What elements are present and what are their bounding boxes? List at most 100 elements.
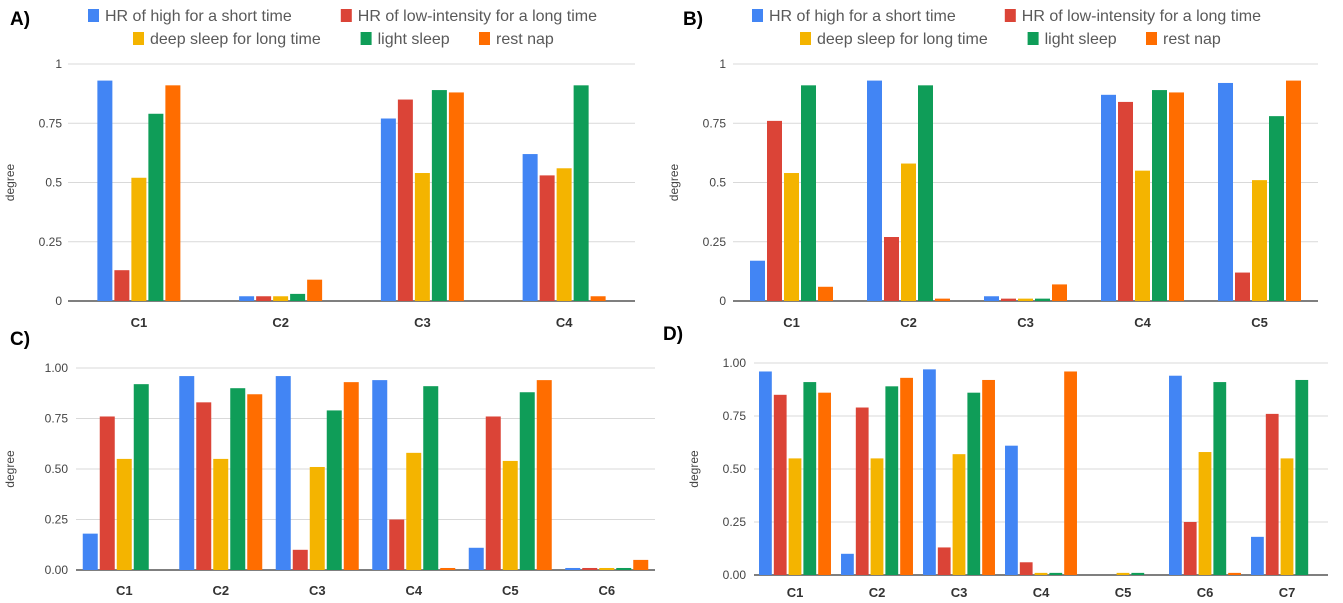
- category-label-c1: C1: [116, 583, 133, 598]
- bar-c1-series-0: [750, 260, 765, 301]
- bar-c3-series-1: [937, 547, 951, 575]
- y-tick-label: 0.75: [703, 116, 727, 130]
- y-tick-label: 0.5: [45, 176, 62, 190]
- bar-c4-series-4: [1064, 371, 1077, 575]
- bar-c6-series-4: [1228, 572, 1241, 575]
- bar-c1-series-4: [818, 392, 831, 575]
- category-label-c3: C3: [951, 585, 968, 600]
- y-tick-label: 0.5: [709, 176, 726, 190]
- category-label-c4: C4: [1033, 585, 1050, 600]
- bar-c5-series-1: [485, 416, 501, 570]
- bar-c2-series-0: [239, 296, 255, 301]
- bar-c1-series-2: [116, 458, 132, 570]
- y-tick-label: 0: [719, 294, 726, 308]
- category-label-c4: C4: [556, 315, 573, 330]
- bar-c2-series-3: [290, 293, 306, 301]
- bar-c2-series-3: [230, 388, 246, 570]
- y-tick-label: 0.25: [45, 513, 69, 527]
- y-tick-label: 0.75: [723, 409, 747, 423]
- y-axis-label: degree: [3, 163, 17, 201]
- category-label-c3: C3: [309, 583, 326, 598]
- bar-c5-series-0: [468, 547, 484, 570]
- bar-c2-series-0: [867, 80, 882, 301]
- category-label-c2: C2: [900, 315, 917, 330]
- category-label-c5: C5: [1251, 315, 1268, 330]
- bar-c2-series-3: [918, 85, 933, 301]
- bar-c1-series-2: [131, 177, 147, 301]
- bar-c3-series-2: [952, 454, 966, 575]
- chart-panel-a: A) 0 0.25 0.5 0.75 1 degree C1 C2 C3 C4: [3, 9, 635, 330]
- bar-c5-series-3: [1269, 116, 1284, 301]
- y-tick-label: 0.00: [45, 563, 69, 577]
- bar-c6-series-1: [1183, 522, 1197, 575]
- y-tick-label: 0: [55, 294, 62, 308]
- bar-c2-series-0: [841, 553, 854, 575]
- legend-swatch-4: [1146, 32, 1157, 45]
- bar-c4-series-1: [1019, 562, 1033, 575]
- bar-c4-series-2: [556, 168, 572, 301]
- category-label-c7: C7: [1279, 585, 1296, 600]
- legend-label-3: light sleep: [1045, 31, 1117, 48]
- legend-swatch-1: [340, 9, 352, 22]
- legend-label-3: light sleep: [378, 31, 450, 48]
- bar-c3-series-0: [984, 296, 999, 301]
- bar-c4-series-1: [539, 175, 555, 301]
- bar-c1-series-1: [99, 416, 115, 570]
- legend-swatch-3: [360, 32, 372, 45]
- bar-c3-series-4: [982, 379, 995, 575]
- bar-c6-series-4: [633, 559, 649, 570]
- bar-c3-series-2: [414, 173, 430, 301]
- legend-swatch-2: [133, 32, 144, 45]
- bar-c2-series-2: [870, 458, 884, 575]
- legend-b: HR of high for a short time HR of low-int…: [752, 8, 1261, 48]
- bar-c6-series-1: [582, 567, 598, 570]
- bar-c2-series-3: [885, 386, 899, 575]
- bar-c1-series-3: [148, 113, 164, 302]
- legend-label-2: deep sleep for long time: [150, 31, 321, 48]
- bar-c3-series-0: [275, 376, 291, 570]
- category-label-c3: C3: [414, 315, 431, 330]
- bar-c3-series-0: [380, 118, 396, 301]
- bar-c6-series-2: [599, 567, 615, 570]
- bar-c6-series-3: [616, 567, 632, 570]
- bar-c2-series-4: [307, 279, 323, 301]
- legend-a: HR of high for a short time HR of low-int…: [88, 8, 597, 48]
- bar-c7-series-3: [1295, 379, 1309, 575]
- bar-c5-series-2: [1252, 180, 1267, 301]
- bar-c4-series-0: [372, 380, 388, 570]
- y-axis-label: degree: [667, 163, 681, 201]
- category-label-c5: C5: [502, 583, 519, 598]
- bar-c5-series-3: [1131, 572, 1145, 575]
- legend-label-0: HR of high for a short time: [105, 8, 292, 25]
- category-label-c2: C2: [869, 585, 886, 600]
- panel-label: A): [10, 9, 30, 30]
- bar-c2-series-2: [901, 163, 916, 301]
- bar-c7-series-2: [1280, 458, 1294, 575]
- bar-c6-series-0: [1169, 375, 1182, 575]
- bar-c1-series-1: [773, 394, 787, 575]
- bar-c1-series-1: [767, 120, 782, 301]
- y-tick-label: 1.00: [723, 356, 747, 370]
- bar-c5-series-2: [502, 460, 518, 570]
- bar-c3-series-1: [397, 99, 413, 301]
- legend-swatch-0: [88, 9, 99, 22]
- bar-c4-series-0: [1005, 445, 1018, 575]
- legend-swatch-2: [800, 32, 811, 45]
- legend-label-2: deep sleep for long time: [817, 31, 988, 48]
- bar-c4-series-3: [1049, 572, 1063, 575]
- bar-c4-series-3: [1152, 90, 1167, 301]
- bar-c3-series-1: [292, 549, 308, 570]
- y-tick-label: 1: [55, 57, 62, 71]
- bar-c3-series-1: [1001, 298, 1016, 301]
- y-tick-label: 0.25: [39, 235, 63, 249]
- bar-c2-series-2: [273, 296, 289, 301]
- bar-c3-series-4: [448, 92, 464, 301]
- bar-c1-series-1: [114, 270, 130, 301]
- bar-c1-series-3: [133, 384, 149, 570]
- bar-c2-series-2: [213, 458, 229, 570]
- panel-label: C): [10, 329, 30, 350]
- bar-c4-series-3: [573, 85, 589, 301]
- bar-c5-series-4: [1286, 80, 1301, 301]
- category-label-c2: C2: [212, 583, 229, 598]
